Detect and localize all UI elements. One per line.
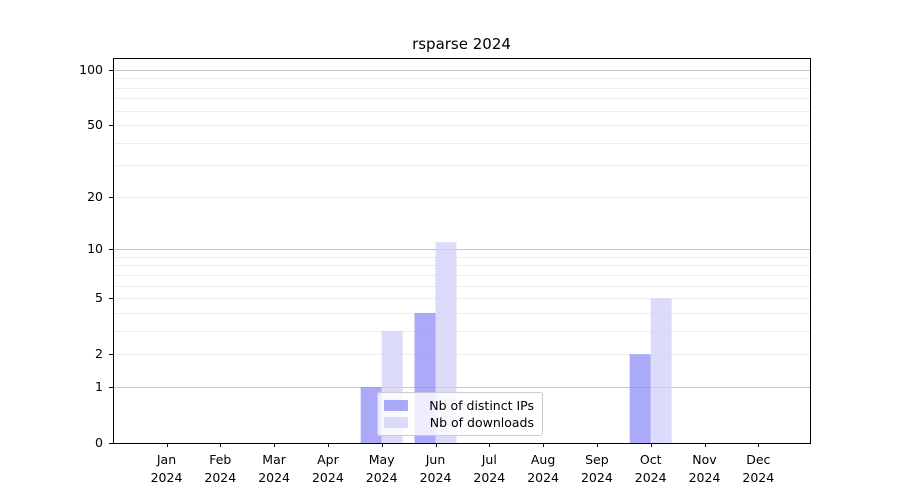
bar-distinct-ips xyxy=(360,386,382,443)
legend-swatch-downloads xyxy=(384,417,408,428)
bar-distinct-ips xyxy=(629,354,651,443)
chart-title: rsparse 2024 xyxy=(412,35,511,53)
bar-downloads xyxy=(650,298,672,443)
legend-label-downloads: Nb of downloads xyxy=(429,415,534,430)
plot-border xyxy=(113,58,811,444)
legend-label-distinct-ips: Nb of distinct IPs xyxy=(429,398,534,413)
legend-swatch-distinct-ips xyxy=(384,400,408,411)
legend-item-downloads: Nb of downloads xyxy=(384,415,534,430)
legend-item-distinct-ips: Nb of distinct IPs xyxy=(384,398,534,413)
legend: Nb of distinct IPs Nb of downloads xyxy=(377,392,543,436)
